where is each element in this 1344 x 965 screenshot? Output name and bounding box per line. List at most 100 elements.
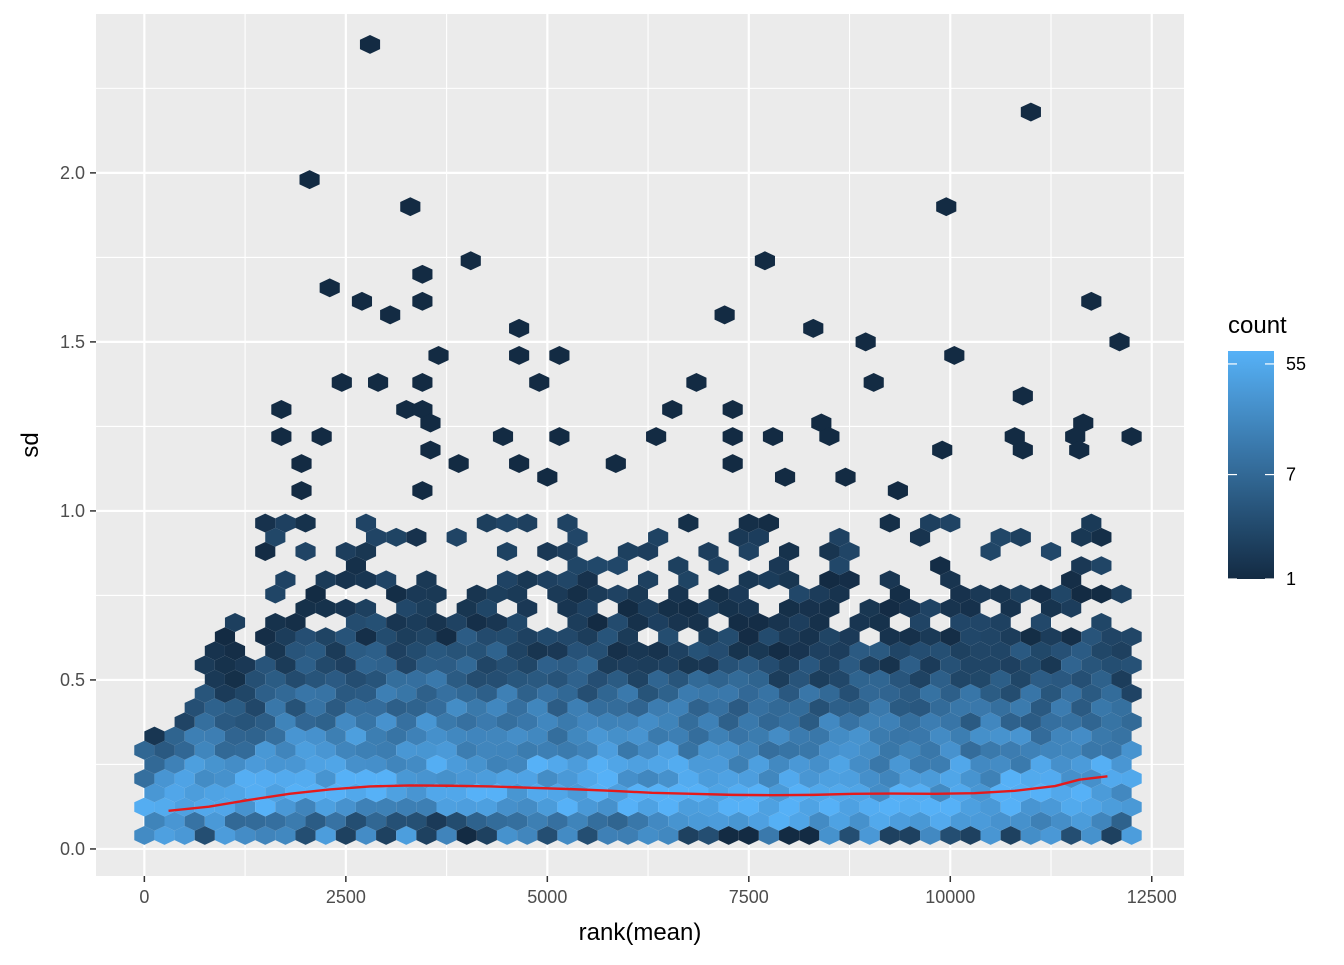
hexbin-cell xyxy=(285,613,306,632)
hexbin-cell xyxy=(335,655,356,675)
hexbin-cell xyxy=(214,825,236,845)
hexbin-cell xyxy=(849,726,870,746)
hexbin-cell xyxy=(577,598,598,618)
hexbin-cell xyxy=(930,811,951,831)
hexbin-cell xyxy=(265,613,286,632)
hexbin-cell xyxy=(486,754,508,774)
hexbin-cell xyxy=(355,598,377,618)
hexbin-cell xyxy=(1040,825,1062,845)
hexbin-cell xyxy=(376,655,397,675)
hexbin-cell xyxy=(678,740,699,760)
hexbin-cell xyxy=(648,641,669,661)
hexbin-cell xyxy=(245,754,266,774)
hexbin-cell xyxy=(355,627,377,647)
hexbin-cell-outlier xyxy=(754,251,775,271)
hexbin-cell xyxy=(980,542,1001,561)
hexbin-cell xyxy=(567,527,588,547)
hexbin-cell xyxy=(285,811,306,831)
hexbin-cell xyxy=(496,513,518,533)
hexbin-cell xyxy=(386,754,407,774)
hexbin-cell xyxy=(597,627,618,647)
hexbin-cell xyxy=(577,570,598,590)
hexbin-cell xyxy=(758,655,780,675)
hexbin-cell xyxy=(940,712,961,732)
hexbin-cell xyxy=(768,726,790,746)
hexbin-cell xyxy=(396,769,417,789)
hexbin-cell-outlier xyxy=(722,400,743,419)
hexbin-cell xyxy=(758,570,780,590)
hexbin-cell xyxy=(496,570,518,590)
x-tick-label: 0 xyxy=(139,887,149,907)
hexbin-cell xyxy=(879,712,900,732)
hexbin-cell xyxy=(1020,825,1041,845)
hexbin-cell xyxy=(607,584,628,604)
hexbin-cell xyxy=(789,669,810,689)
hexbin-cell xyxy=(768,613,790,632)
hexbin-cell xyxy=(365,698,387,718)
hexbin-cell xyxy=(990,527,1011,547)
hexbin-cell xyxy=(678,683,699,703)
hexbin-cell xyxy=(295,740,316,760)
hexbin-cell xyxy=(204,811,225,831)
hexbin-cell xyxy=(678,570,699,590)
hexbin-cell xyxy=(990,669,1011,689)
hexbin-cell xyxy=(436,712,457,732)
hexbin-cell xyxy=(315,825,336,845)
hexbin-cell xyxy=(1101,683,1122,703)
hexbin-cell xyxy=(1030,754,1052,774)
hexbin-cell xyxy=(365,754,387,774)
hexbin-cell xyxy=(456,825,477,845)
hexbin-cell xyxy=(486,783,508,803)
hexbin-cell xyxy=(1040,683,1062,703)
hexbin-cell xyxy=(416,797,437,817)
hexbin-cell xyxy=(758,683,780,703)
hexbin-cell xyxy=(295,825,316,845)
hexbin-cell-outlier xyxy=(835,467,856,487)
hexbin-cell xyxy=(376,683,397,703)
hexbin-cell xyxy=(960,769,981,789)
hexbin-cell xyxy=(507,641,528,661)
hexbin-cell xyxy=(486,641,508,661)
hexbin-cell xyxy=(1000,627,1021,647)
hexbin-cell xyxy=(1121,740,1142,760)
hexbin-cell xyxy=(1121,655,1142,675)
hexbin-cell xyxy=(355,712,377,732)
hexbin-cell xyxy=(899,683,921,703)
hexbin-cell xyxy=(779,542,800,561)
hexbin-cell xyxy=(738,542,759,561)
hexbin-cell xyxy=(658,797,679,817)
hexbin-cell xyxy=(456,740,477,760)
hexbin-cell xyxy=(678,769,699,789)
hexbin-cell xyxy=(265,811,286,831)
hexbin-cell xyxy=(980,627,1001,647)
hexbin-cell xyxy=(547,754,568,774)
hexbin-cell xyxy=(607,669,628,689)
hexbin-cell xyxy=(1081,797,1102,817)
hexbin-cell xyxy=(728,584,749,604)
hexbin-cell xyxy=(1071,754,1092,774)
hexbin-cell xyxy=(204,783,225,803)
hexbin-cell xyxy=(305,584,326,604)
hexbin-cell xyxy=(708,783,729,803)
hexbin-cell xyxy=(184,726,205,746)
hexbin-cell xyxy=(648,811,669,831)
hexbin-cell xyxy=(537,683,558,703)
hexbin-cell xyxy=(799,627,820,647)
hexbin-cell xyxy=(396,825,417,845)
hexbin-cell xyxy=(365,613,387,632)
hexbin-cell xyxy=(1030,811,1052,831)
hexbin-cell xyxy=(507,613,528,632)
hexbin-cell xyxy=(920,712,941,732)
hexbin-cell xyxy=(1091,584,1112,604)
hexbin-cell xyxy=(789,641,810,661)
hexbin-cell xyxy=(738,797,759,817)
hexbin-cell xyxy=(597,740,618,760)
hexbin-cell xyxy=(1071,584,1092,604)
hexbin-cell xyxy=(184,811,205,831)
hexbin-cell xyxy=(617,769,638,789)
hexbin-cell-outlier xyxy=(714,305,735,325)
hexbin-cell xyxy=(748,698,769,718)
y-tick-label: 1.5 xyxy=(60,332,85,352)
hexbin-cell xyxy=(748,527,769,547)
hexbin-cell xyxy=(970,669,991,689)
